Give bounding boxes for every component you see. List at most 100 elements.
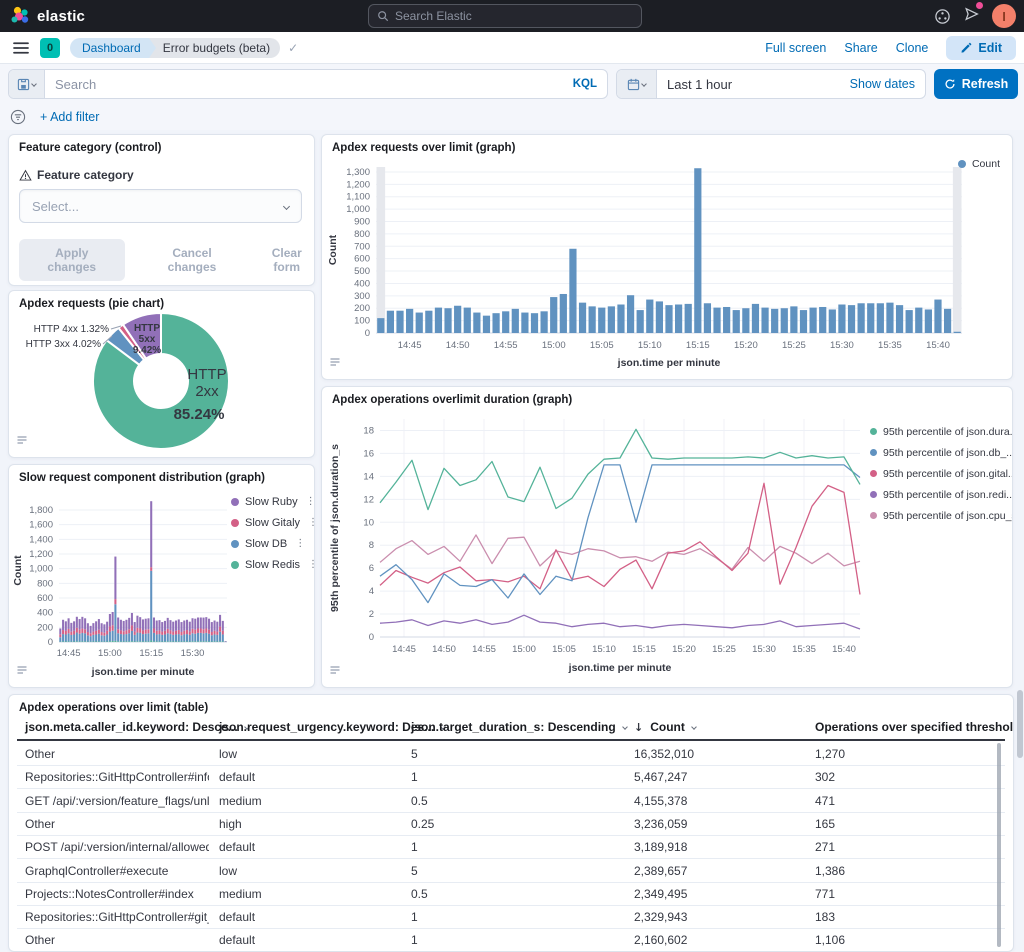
- time-picker-menu[interactable]: [617, 70, 657, 98]
- legend-label: Slow DB: [245, 538, 287, 550]
- elastic-logo[interactable]: elastic: [0, 6, 150, 26]
- legend-actions-icon[interactable]: ⋮: [306, 496, 315, 507]
- svg-text:HTTP: HTTP: [187, 366, 226, 383]
- table-cell: 2,389,657: [634, 864, 805, 878]
- column-header[interactable]: json.meta.caller_id.keyword: Desce...: [25, 720, 249, 734]
- table-cell: 5: [411, 747, 624, 761]
- table-row: Otherlow516,352,0101,270: [17, 743, 1005, 766]
- svg-text:1,200: 1,200: [29, 549, 53, 560]
- query-language-switcher[interactable]: KQL: [573, 78, 607, 90]
- legend-item[interactable]: Slow DB ⋮: [231, 533, 315, 554]
- apply-changes-button[interactable]: Apply changes: [19, 239, 125, 281]
- table-cell: 0.25: [411, 817, 624, 831]
- space-avatar[interactable]: 0: [40, 38, 60, 58]
- table-cell: default: [219, 933, 401, 947]
- filter-icon[interactable]: [10, 109, 26, 125]
- dashboard-grid: Feature category (control) Feature categ…: [0, 130, 1024, 952]
- page-scrollbar[interactable]: [1017, 690, 1023, 758]
- panel-options-icon[interactable]: [15, 663, 29, 682]
- panel-options-icon[interactable]: [15, 433, 29, 452]
- panel-options-icon[interactable]: [328, 355, 342, 374]
- column-header[interactable]: ↓Count: [634, 720, 696, 734]
- saved-query-icon: [17, 78, 30, 91]
- table-row: Repositories::GitHttpController#git_upl.…: [17, 906, 1005, 929]
- user-avatar[interactable]: I: [992, 4, 1016, 28]
- legend-item[interactable]: 95th percentile of json.db_...: [870, 442, 1013, 463]
- table-cell: 1: [411, 910, 624, 924]
- svg-text:0: 0: [48, 637, 53, 648]
- saved-checkmark-icon[interactable]: ✓: [288, 41, 298, 55]
- table-row: Otherdefault12,160,6021,106: [17, 929, 1005, 952]
- legend-actions-icon[interactable]: ⋮: [308, 517, 315, 528]
- add-filter-link[interactable]: + Add filter: [40, 110, 99, 124]
- clear-form-button[interactable]: Clear form: [259, 246, 314, 274]
- deployment-icon[interactable]: [934, 8, 951, 25]
- refresh-button[interactable]: Refresh: [934, 69, 1018, 99]
- legend-item[interactable]: Slow Redis⋮: [231, 554, 315, 575]
- column-header[interactable]: json.target_duration_s: Descending: [411, 720, 627, 734]
- saved-query-menu[interactable]: [9, 70, 45, 98]
- legend-item[interactable]: 95th percentile of json.dura...: [870, 421, 1013, 442]
- legend-label: Slow Ruby: [245, 496, 298, 508]
- breadcrumb-dashboard[interactable]: Dashboard: [70, 38, 149, 58]
- table-scrollbar[interactable]: [997, 743, 1001, 947]
- svg-text:14:50: 14:50: [446, 340, 470, 351]
- legend-item[interactable]: 95th percentile of json.redi...: [870, 484, 1013, 505]
- global-search[interactable]: [368, 4, 642, 28]
- show-dates-link[interactable]: Show dates: [850, 77, 925, 91]
- table-cell: 0.5: [411, 887, 624, 901]
- edit-button[interactable]: Edit: [946, 36, 1016, 60]
- full-screen-button[interactable]: Full screen: [765, 41, 826, 55]
- svg-text:400: 400: [37, 608, 53, 619]
- svg-text:15:15: 15:15: [139, 648, 163, 659]
- breadcrumb-current: Error budgets (beta): [149, 38, 280, 58]
- legend-actions-icon[interactable]: ⋮: [308, 559, 315, 570]
- control-field-label: Feature category: [19, 168, 314, 182]
- svg-text:2: 2: [369, 609, 374, 620]
- svg-text:14: 14: [363, 471, 374, 482]
- column-header-label: json.request_urgency.keyword: Des...: [219, 720, 434, 734]
- refresh-label: Refresh: [962, 77, 1009, 91]
- menu-icon[interactable]: [12, 39, 30, 57]
- table-row: Otherhigh0.253,236,059165: [17, 813, 1005, 836]
- svg-text:15:40: 15:40: [832, 644, 856, 655]
- svg-text:15:05: 15:05: [552, 644, 576, 655]
- table-cell: GET /api/:version/feature_flags/unleash.…: [25, 794, 209, 808]
- legend-item[interactable]: Slow Ruby ⋮: [231, 491, 315, 512]
- svg-text:5xx: 5xx: [139, 334, 156, 345]
- bar-chart-canvas: 01002003004005006007008009001,0001,1001,…: [322, 155, 1013, 380]
- table-cell: 165: [815, 817, 995, 831]
- svg-text:15:30: 15:30: [752, 644, 776, 655]
- legend-label: 95th percentile of json.redi...: [883, 489, 1013, 501]
- table-cell: Other: [25, 747, 209, 761]
- legend-item[interactable]: 95th percentile of json.cpu_s: [870, 505, 1013, 526]
- bar-chart-legend[interactable]: Count: [958, 158, 1000, 170]
- svg-text:15:20: 15:20: [734, 340, 758, 351]
- table-cell: Other: [25, 817, 209, 831]
- legend-actions-icon[interactable]: ⋮: [295, 538, 305, 549]
- panel-options-icon[interactable]: [328, 663, 342, 682]
- legend-dot: [870, 470, 877, 477]
- panel-apdex-operations-table: Apdex operations over limit (table) json…: [8, 694, 1014, 952]
- svg-text:200: 200: [37, 622, 53, 633]
- query-input[interactable]: [45, 77, 573, 92]
- brand-name: elastic: [37, 8, 85, 25]
- table-cell: high: [219, 817, 401, 831]
- table-cell: 183: [815, 910, 995, 924]
- newsfeed-button[interactable]: [963, 5, 980, 27]
- column-header[interactable]: Operations over specified threshold...: [815, 720, 1014, 734]
- table-cell: 1: [411, 933, 624, 947]
- svg-text:15:25: 15:25: [712, 644, 736, 655]
- clone-button[interactable]: Clone: [896, 41, 929, 55]
- time-range-value[interactable]: Last 1 hour: [657, 77, 850, 92]
- share-button[interactable]: Share: [844, 41, 877, 55]
- column-header-label: Count: [650, 720, 685, 734]
- global-search-input[interactable]: [395, 9, 615, 23]
- table-row: POST /api/:version/internal/alloweddefau…: [17, 836, 1005, 859]
- svg-text:15:15: 15:15: [632, 644, 656, 655]
- cancel-changes-button[interactable]: Cancel changes: [151, 246, 234, 274]
- legend-label: Count: [972, 158, 1000, 170]
- legend-item[interactable]: Slow Gitaly⋮: [231, 512, 315, 533]
- legend-item[interactable]: 95th percentile of json.gital...: [870, 463, 1013, 484]
- feature-category-select[interactable]: Select...: [19, 189, 302, 223]
